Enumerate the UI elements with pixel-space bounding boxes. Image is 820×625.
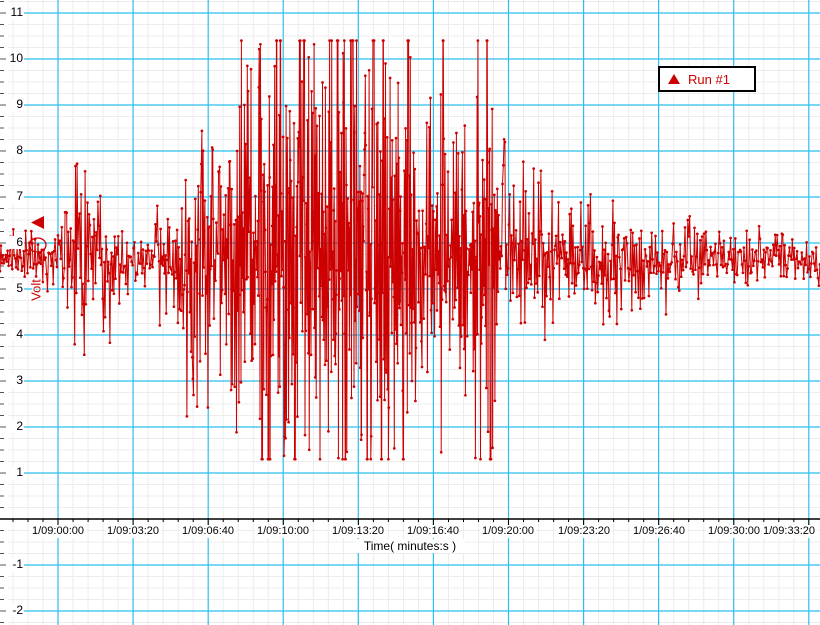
- waveform-line: [0, 40, 820, 460]
- y-tick-label: 11: [6, 6, 23, 19]
- y-axis-unit-label: Volt: [28, 279, 43, 301]
- x-tick-label: 1/09:10:00: [255, 525, 311, 538]
- y-tick-label: 6: [6, 236, 23, 249]
- y-tick-label: 1: [6, 466, 23, 479]
- legend-series-label: Run #1: [688, 71, 730, 87]
- channel-baseline-marker-icon[interactable]: [31, 216, 44, 229]
- y-tick-label: 2: [6, 420, 23, 433]
- y-tick-label: 7: [6, 190, 23, 203]
- y-tick-label: -1: [6, 558, 23, 571]
- x-tick-label: 1/09:30:00: [706, 525, 762, 538]
- x-tick-label: 1/09:06:40: [180, 525, 236, 538]
- x-tick-label: 1/09:26:40: [631, 525, 687, 538]
- x-tick-label: 1/09:20:00: [480, 525, 536, 538]
- y-tick-label: -2: [6, 604, 23, 617]
- x-tick-label: 1/09:03:20: [105, 525, 161, 538]
- y-tick-label: 9: [6, 98, 23, 111]
- x-tick-label: 1/09:00:00: [30, 525, 86, 538]
- legend[interactable]: Run #1: [658, 66, 756, 92]
- x-tick-label: 1/09:33:20: [761, 525, 817, 538]
- y-tick-label: 5: [6, 282, 23, 295]
- x-tick-label: 1/09:13:20: [330, 525, 386, 538]
- y-tick-label: 3: [6, 374, 23, 387]
- x-axis-title: Time( minutes:s ): [355, 539, 465, 553]
- waveform-dots: [0, 39, 820, 461]
- x-tick-label: 1/09:23:20: [556, 525, 612, 538]
- channel-number-oval: [28, 237, 47, 253]
- series-run1: [0, 39, 820, 461]
- x-tick-label: 1/09:16:40: [405, 525, 461, 538]
- y-axis-edge-ticks: [0, 1, 7, 623]
- x-axis: [0, 518, 820, 525]
- y-tick-label: 8: [6, 144, 23, 157]
- legend-triangle-icon: [668, 74, 680, 84]
- y-tick-label: 10: [6, 52, 23, 65]
- y-tick-label: 4: [6, 328, 23, 341]
- channel-annotations: Volt: [27, 216, 47, 302]
